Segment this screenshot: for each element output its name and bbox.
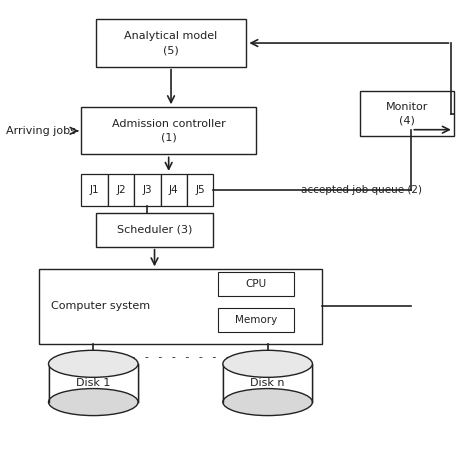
Text: J5: J5 [195, 185, 205, 195]
Text: Monitor
(4): Monitor (4) [385, 102, 428, 126]
Text: Memory: Memory [235, 315, 277, 325]
Ellipse shape [223, 350, 312, 377]
Bar [96, 19, 246, 67]
Text: J3: J3 [143, 185, 152, 195]
Text: Disk n: Disk n [250, 378, 285, 388]
Bar [359, 92, 454, 136]
Bar [82, 174, 108, 206]
Bar [82, 107, 256, 154]
Bar [187, 174, 213, 206]
Bar [96, 213, 213, 247]
Text: Disk 1: Disk 1 [76, 378, 110, 388]
Text: CPU: CPU [245, 279, 266, 289]
Text: Analytical model
(5): Analytical model (5) [124, 31, 218, 55]
Bar [218, 271, 293, 296]
Text: J1: J1 [90, 185, 100, 195]
Text: Computer system: Computer system [51, 301, 150, 311]
Ellipse shape [48, 350, 138, 377]
Bar [134, 174, 161, 206]
Text: J2: J2 [116, 185, 126, 195]
Text: Scheduler (3): Scheduler (3) [117, 225, 192, 235]
Bar [218, 308, 293, 333]
Bar [48, 364, 138, 402]
Bar [161, 174, 187, 206]
Text: - - - - - - - -: - - - - - - - - [130, 352, 231, 362]
Bar [108, 174, 134, 206]
Text: Admission controller
(1): Admission controller (1) [112, 119, 226, 143]
Text: accepted job queue (2): accepted job queue (2) [301, 185, 421, 195]
Bar [223, 364, 312, 402]
Ellipse shape [223, 389, 312, 415]
Text: Arriving jobs: Arriving jobs [6, 126, 76, 136]
Text: J4: J4 [169, 185, 179, 195]
Bar [39, 269, 322, 343]
Ellipse shape [48, 389, 138, 415]
